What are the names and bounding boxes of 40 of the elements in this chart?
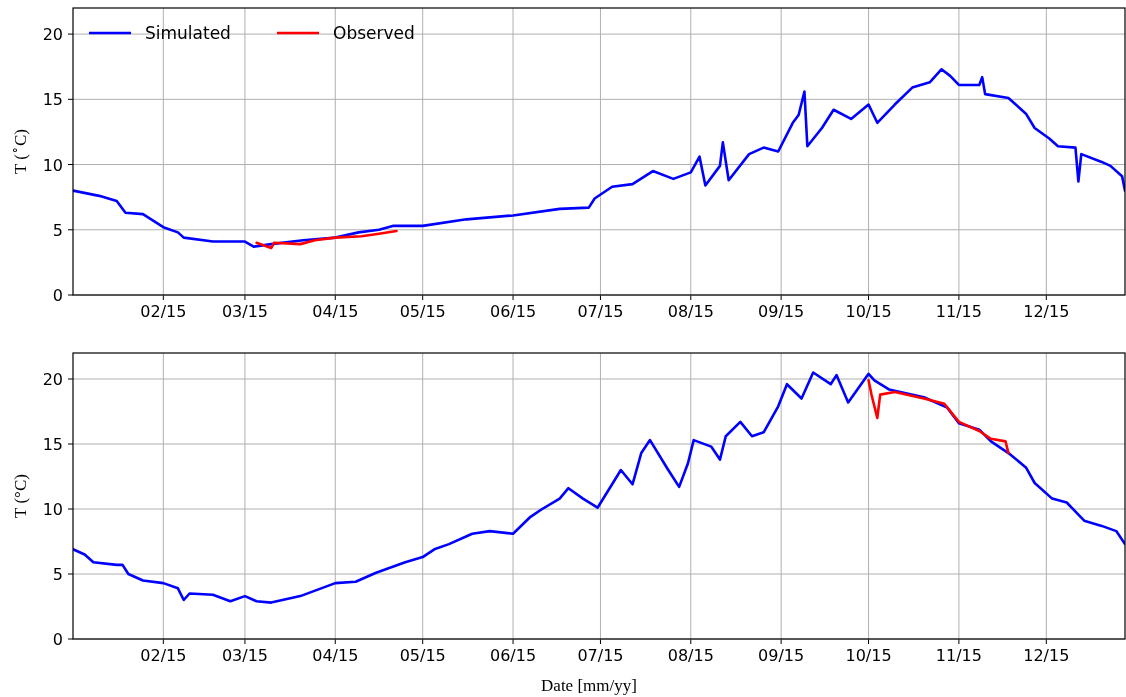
x-tick-label: 08/15 <box>667 302 714 321</box>
x-axis-title: Date [mm/yy] <box>541 676 637 695</box>
x-tick-label: 02/15 <box>140 646 187 665</box>
x-tick-label: 05/15 <box>399 646 446 665</box>
legend-label: Observed <box>333 23 415 43</box>
x-tick-label: 10/15 <box>845 646 892 665</box>
x-tick-label: 12/15 <box>1023 302 1070 321</box>
x-tick-label: 04/15 <box>312 302 359 321</box>
y-tick-label: 20 <box>42 370 63 389</box>
y-tick-label: 10 <box>42 500 63 519</box>
legend-label: Simulated <box>145 23 231 43</box>
y-axis-title: T (°C) <box>11 474 30 518</box>
x-tick-label: 03/15 <box>221 302 268 321</box>
x-tick-label: 05/15 <box>399 302 446 321</box>
x-tick-label: 04/15 <box>312 646 359 665</box>
x-tick-label: 12/15 <box>1023 646 1070 665</box>
line-series <box>867 379 1010 455</box>
x-tick-label: 07/15 <box>577 646 624 665</box>
x-tick-label: 03/15 <box>221 646 268 665</box>
x-tick-label: 06/15 <box>489 302 537 321</box>
x-tick-label: 06/15 <box>489 646 537 665</box>
x-tick-label: 10/15 <box>845 302 892 321</box>
x-tick-label: 09/15 <box>758 646 805 665</box>
y-tick-label: 0 <box>52 630 63 649</box>
y-tick-label: 20 <box>42 25 63 45</box>
x-tick-label: 08/15 <box>667 646 714 665</box>
y-tick-label: 10 <box>42 155 63 175</box>
x-tick-label: 09/15 <box>758 302 805 321</box>
x-tick-label: 07/15 <box>577 302 624 321</box>
y-tick-label: 5 <box>52 220 63 240</box>
x-tick-label: 02/15 <box>140 302 187 321</box>
y-tick-label: 15 <box>42 435 63 454</box>
y-tick-label: 5 <box>52 565 63 584</box>
line-series <box>73 68 1125 249</box>
x-tick-label: 11/15 <box>935 646 982 665</box>
line-series <box>73 371 1125 604</box>
x-tick-label: 11/15 <box>935 302 982 321</box>
y-tick-label: 0 <box>52 286 63 305</box>
line-series <box>255 229 398 250</box>
y-tick-label: 15 <box>42 90 63 110</box>
